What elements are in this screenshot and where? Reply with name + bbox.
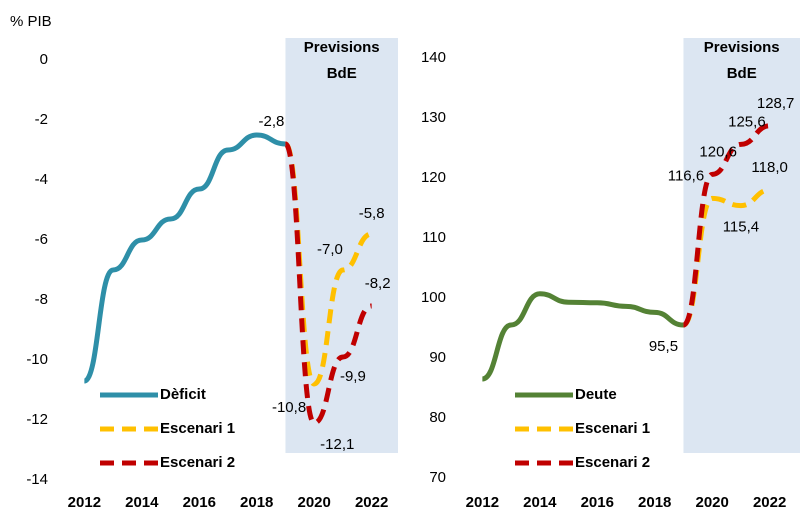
x-tick-label: 2022 [355,494,388,511]
y-tick-label: 130 [421,109,446,126]
legend-label: Escenari 1 [575,420,650,437]
forecast-region [683,38,800,453]
annotation: Previsions [704,39,780,56]
annotation: BdE [327,65,357,82]
x-tick-label: 2018 [638,494,671,511]
series-line [481,291,684,382]
x-tick-label: 2014 [523,494,557,511]
legend-label: Escenari 1 [160,420,235,437]
legend-label: Dèficit [160,386,206,403]
data-label: 95,5 [649,338,678,355]
y-tick-label: -12 [26,411,48,428]
x-tick-label: 2020 [297,494,330,511]
data-label: 116,6 [668,167,704,184]
data-label: -5,8 [359,205,385,222]
y-tick-label: 100 [421,289,446,306]
y-tick-label: -2 [35,111,48,128]
annotation: BdE [727,65,757,82]
series-line [680,123,771,328]
data-label: 128,7 [757,95,795,112]
data-label: -8,2 [365,275,391,292]
data-label: -2,8 [259,113,285,130]
y-tick-label: 70 [429,469,446,486]
y-tick-label: 0 [40,51,48,68]
x-tick-label: 2020 [695,494,728,511]
data-label: 125,6 [728,113,766,130]
x-tick-label: 2012 [466,494,499,511]
data-label: -9,9 [340,368,366,385]
x-tick-label: 2016 [183,494,216,511]
data-label: 120,6 [699,143,737,160]
x-tick-label: 2022 [753,494,786,511]
y-tick-label: 140 [421,49,446,66]
data-label: 118,0 [751,159,787,176]
y-tick-label: 110 [422,229,446,246]
y-tick-label: -6 [35,231,48,248]
data-label: -10,8 [272,399,306,416]
y-tick-label: -14 [26,471,48,488]
y-tick-label: -8 [35,291,48,308]
series-line [282,141,373,426]
x-tick-label: 2016 [581,494,614,511]
data-label: 115,4 [723,219,759,236]
y-tick-label: 80 [429,409,446,426]
x-tick-label: 2012 [68,494,101,511]
legend-label: Escenari 2 [575,454,650,471]
y-tick-label: 90 [429,349,446,366]
x-tick-label: 2014 [125,494,159,511]
data-label: -12,1 [320,436,354,453]
y-tick-label: 120 [421,169,446,186]
y-axis-label: % PIB [10,13,52,30]
annotation: Previsions [304,39,380,56]
legend-label: Deute [575,386,617,403]
y-tick-label: -10 [26,351,48,368]
y-tick-label: -4 [35,171,48,188]
x-tick-label: 2018 [240,494,273,511]
series-line [83,132,286,384]
series-line [682,187,770,328]
legend-label: Escenari 2 [160,454,235,471]
data-label: -7,0 [317,241,343,258]
forecast-region [285,38,398,453]
